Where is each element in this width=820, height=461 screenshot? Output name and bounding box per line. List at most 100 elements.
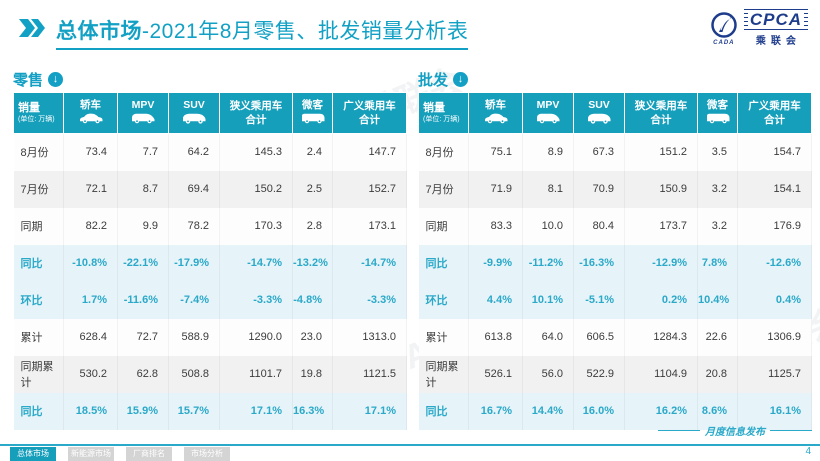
page-title: 总体市场-2021年8月零售、批发销量分析表 xyxy=(56,15,469,50)
value-cell: 69.4 xyxy=(168,170,220,208)
value-cell: -11.6% xyxy=(117,281,169,319)
value-cell: 173.7 xyxy=(624,207,698,245)
value-cell: 67.3 xyxy=(573,133,625,171)
double-chevron-icon xyxy=(18,18,48,43)
table-row: 同比 18.5% 15.9% 15.7% 17.1% 16.3% 17.1% xyxy=(13,392,407,430)
column-header: 微客 xyxy=(697,92,738,134)
value-cell: 72.7 xyxy=(117,318,169,356)
value-cell: 1290.0 xyxy=(219,318,293,356)
logo-stripes: CPCA xyxy=(743,9,808,31)
row-label: 累计 xyxy=(418,318,469,356)
column-header: 广义乘用车 合计 xyxy=(737,92,812,134)
footer-tab-总体市场[interactable]: 总体市场 xyxy=(10,447,56,461)
slide-header: 总体市场-2021年8月零售、批发销量分析表 xyxy=(18,15,469,50)
value-cell: 150.2 xyxy=(219,170,293,208)
value-cell: -17.9% xyxy=(168,244,220,282)
value-cell: 8.7 xyxy=(117,170,169,208)
table-row: 环比 4.4% 10.1% -5.1% 0.2% 10.4% 0.4% xyxy=(418,281,812,319)
value-cell: 522.9 xyxy=(573,355,625,393)
value-cell: 19.8 xyxy=(292,355,333,393)
page-title-rest: -2021年8月零售、批发销量分析表 xyxy=(142,20,469,43)
value-cell: -22.1% xyxy=(117,244,169,282)
value-cell: 10.4% xyxy=(697,281,738,319)
table-row: 累计 613.8 64.0 606.5 1284.3 22.6 1306.9 xyxy=(418,318,812,356)
value-cell: 4.4% xyxy=(468,281,523,319)
value-cell: 10.0 xyxy=(522,207,574,245)
value-cell: 75.1 xyxy=(468,133,523,171)
row-label: 同比 xyxy=(418,244,469,282)
value-cell: 20.8 xyxy=(697,355,738,393)
table-row: 7月份 72.1 8.7 69.4 150.2 2.5 152.7 xyxy=(13,170,407,208)
value-cell: 62.8 xyxy=(117,355,169,393)
column-label: 轿车 xyxy=(80,98,101,111)
value-cell: -3.3% xyxy=(219,281,293,319)
column-label: 微客 xyxy=(707,98,728,111)
value-cell: 3.5 xyxy=(697,133,738,171)
value-cell: 1104.9 xyxy=(624,355,698,393)
column-header: 狭义乘用车 合计 xyxy=(624,92,698,134)
value-cell: 16.2% xyxy=(624,392,698,430)
column-label: 广义乘用车 xyxy=(343,100,396,113)
column-header: 轿车 xyxy=(468,92,523,134)
minibus-icon xyxy=(705,112,731,127)
down-arrow-icon: ↓ xyxy=(48,71,64,87)
value-cell: 7.8% xyxy=(697,244,738,282)
footer-tab-新能源市场[interactable]: 新能源市场 xyxy=(68,447,114,461)
footer-tab-市场分析[interactable]: 市场分析 xyxy=(184,447,230,461)
column-label: 狭义乘用车 xyxy=(634,100,688,113)
value-cell: -12.6% xyxy=(737,244,812,282)
unit-sublabel: (单位: 万辆) xyxy=(423,115,460,123)
value-cell: -11.2% xyxy=(522,244,574,282)
mpv-icon xyxy=(535,112,561,127)
retail-section: 零售 ↓ 销量 (单位: 万辆) 轿车 MPV SUV 狭义乘用车 合计 微客 广义乘用车 合计 … xyxy=(13,70,407,430)
value-cell: 9.9 xyxy=(117,207,169,245)
value-cell: 0.2% xyxy=(624,281,698,319)
table-row: 同期累计 526.1 56.0 522.9 1104.9 20.8 1125.7 xyxy=(418,355,812,393)
column-label: MPV xyxy=(536,98,560,111)
value-cell: 526.1 xyxy=(468,355,523,393)
table-header-row: 销量 (单位: 万辆) 轿车 MPV SUV 狭义乘用车 合计 微客 广义乘用车 合计 xyxy=(418,92,812,134)
value-cell: 3.2 xyxy=(697,207,738,245)
column-header: 轿车 xyxy=(63,92,118,134)
value-cell: 150.9 xyxy=(624,170,698,208)
value-cell: 64.0 xyxy=(522,318,574,356)
column-header: 狭义乘用车 合计 xyxy=(219,92,293,134)
value-cell: 73.4 xyxy=(63,133,118,171)
value-cell: 176.9 xyxy=(737,207,812,245)
column-label: MPV xyxy=(131,98,155,111)
row-label: 同期累计 xyxy=(418,355,469,393)
row-label: 同比 xyxy=(13,244,64,282)
value-cell: 0.4% xyxy=(737,281,812,319)
value-cell: 17.1% xyxy=(219,392,293,430)
sedan-icon xyxy=(78,112,104,127)
table-row: 同期 83.3 10.0 80.4 173.7 3.2 176.9 xyxy=(418,207,812,245)
value-cell: -9.9% xyxy=(468,244,523,282)
suv-icon xyxy=(586,112,612,127)
column-header: 广义乘用车 合计 xyxy=(332,92,407,134)
sedan-icon xyxy=(483,112,509,127)
value-cell: 628.4 xyxy=(63,318,118,356)
footer-tab-厂商排名[interactable]: 厂商排名 xyxy=(126,447,172,461)
row-label: 累计 xyxy=(13,318,64,356)
value-cell: 2.8 xyxy=(292,207,333,245)
table-row: 同比 -9.9% -11.2% -16.3% -12.9% 7.8% -12.6% xyxy=(418,244,812,282)
unit-label: 销量 xyxy=(18,102,40,115)
table-row: 8月份 75.1 8.9 67.3 151.2 3.5 154.7 xyxy=(418,133,812,171)
release-note: 月度信息发布 xyxy=(658,423,812,438)
value-cell: 606.5 xyxy=(573,318,625,356)
value-cell: 71.9 xyxy=(468,170,523,208)
value-cell: 15.9% xyxy=(117,392,169,430)
suv-icon xyxy=(181,112,207,127)
row-label: 同比 xyxy=(13,392,64,430)
column-label: 狭义乘用车 xyxy=(229,100,283,113)
row-label: 8月份 xyxy=(418,133,469,171)
value-cell: 22.6 xyxy=(697,318,738,356)
down-arrow-icon: ↓ xyxy=(453,71,469,87)
table-row: 同期 82.2 9.9 78.2 170.3 2.8 173.1 xyxy=(13,207,407,245)
value-cell: 7.7 xyxy=(117,133,169,171)
value-cell: 173.1 xyxy=(332,207,407,245)
value-cell: 1125.7 xyxy=(737,355,812,393)
release-line-right xyxy=(770,430,812,431)
column-header: MPV xyxy=(117,92,169,134)
